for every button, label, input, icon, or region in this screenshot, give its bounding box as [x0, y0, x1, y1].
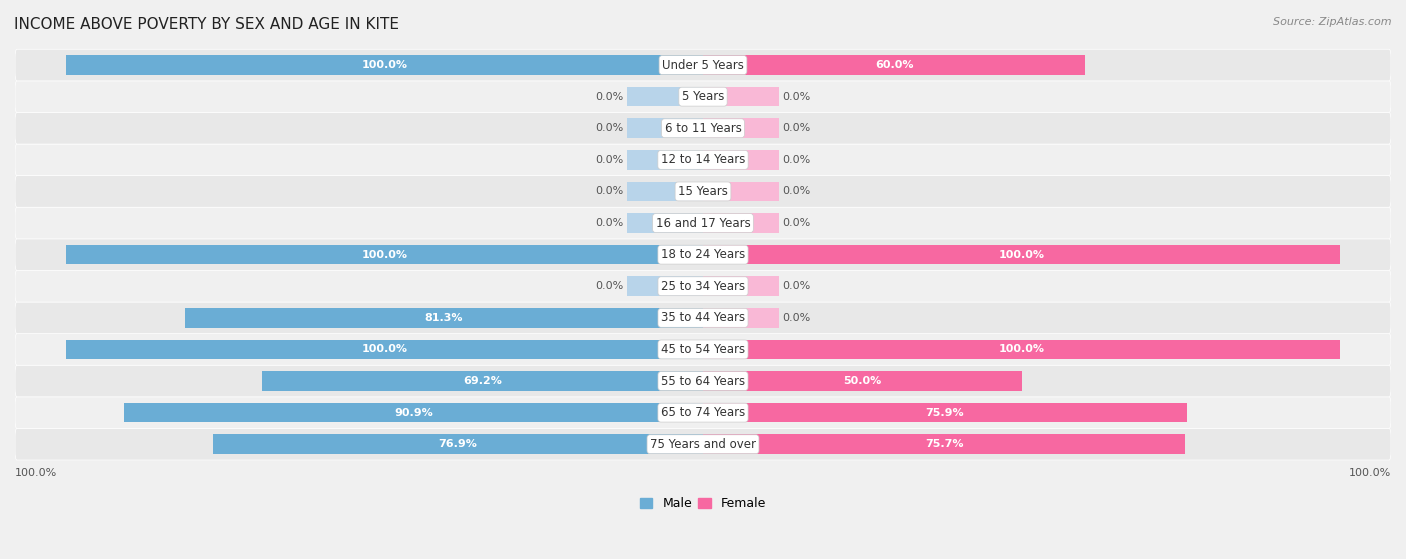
Text: 75.9%: 75.9%	[925, 408, 965, 418]
FancyBboxPatch shape	[15, 365, 1391, 397]
Text: 0.0%: 0.0%	[595, 155, 623, 165]
FancyBboxPatch shape	[15, 271, 1391, 302]
Text: 0.0%: 0.0%	[595, 124, 623, 133]
Bar	[66, 55, 703, 75]
Text: 0.0%: 0.0%	[783, 92, 811, 102]
Bar	[627, 182, 703, 201]
Text: INCOME ABOVE POVERTY BY SEX AND AGE IN KITE: INCOME ABOVE POVERTY BY SEX AND AGE IN K…	[14, 17, 399, 32]
Bar	[703, 87, 779, 106]
Bar	[703, 340, 1340, 359]
Bar	[627, 277, 703, 296]
FancyBboxPatch shape	[15, 81, 1391, 112]
Text: 0.0%: 0.0%	[783, 124, 811, 133]
Text: 65 to 74 Years: 65 to 74 Years	[661, 406, 745, 419]
Bar	[703, 403, 1187, 423]
Text: 0.0%: 0.0%	[783, 155, 811, 165]
Legend: Male, Female: Male, Female	[636, 492, 770, 515]
Text: 18 to 24 Years: 18 to 24 Years	[661, 248, 745, 261]
Bar	[703, 55, 1085, 75]
Text: 100.0%: 100.0%	[998, 250, 1045, 259]
Bar	[66, 245, 703, 264]
Bar	[703, 371, 1022, 391]
Bar	[627, 150, 703, 169]
Bar	[627, 119, 703, 138]
Bar	[262, 371, 703, 391]
Text: 100.0%: 100.0%	[998, 344, 1045, 354]
Text: 12 to 14 Years: 12 to 14 Years	[661, 153, 745, 167]
Bar	[627, 87, 703, 106]
Text: 69.2%: 69.2%	[463, 376, 502, 386]
FancyBboxPatch shape	[15, 428, 1391, 460]
Text: 16 and 17 Years: 16 and 17 Years	[655, 216, 751, 230]
Text: 0.0%: 0.0%	[783, 313, 811, 323]
Text: 0.0%: 0.0%	[595, 218, 623, 228]
Bar	[703, 182, 779, 201]
Text: 0.0%: 0.0%	[595, 281, 623, 291]
Text: 76.9%: 76.9%	[439, 439, 478, 449]
FancyBboxPatch shape	[15, 112, 1391, 144]
Bar	[703, 213, 779, 233]
Bar	[186, 308, 703, 328]
FancyBboxPatch shape	[15, 334, 1391, 365]
Text: 15 Years: 15 Years	[678, 185, 728, 198]
Text: 45 to 54 Years: 45 to 54 Years	[661, 343, 745, 356]
Text: 81.3%: 81.3%	[425, 313, 464, 323]
Text: 0.0%: 0.0%	[783, 187, 811, 196]
FancyBboxPatch shape	[15, 207, 1391, 239]
Text: 55 to 64 Years: 55 to 64 Years	[661, 375, 745, 387]
FancyBboxPatch shape	[15, 144, 1391, 176]
Bar	[703, 245, 1340, 264]
Bar	[627, 213, 703, 233]
Bar	[66, 340, 703, 359]
FancyBboxPatch shape	[15, 176, 1391, 207]
Bar	[703, 277, 779, 296]
Bar	[214, 434, 703, 454]
FancyBboxPatch shape	[15, 239, 1391, 271]
Text: 35 to 44 Years: 35 to 44 Years	[661, 311, 745, 324]
Text: 100.0%: 100.0%	[361, 250, 408, 259]
FancyBboxPatch shape	[15, 302, 1391, 334]
Text: 0.0%: 0.0%	[595, 187, 623, 196]
Text: 100.0%: 100.0%	[15, 468, 58, 478]
Text: 100.0%: 100.0%	[361, 344, 408, 354]
Text: 100.0%: 100.0%	[1348, 468, 1391, 478]
FancyBboxPatch shape	[15, 397, 1391, 428]
Bar	[703, 434, 1185, 454]
Text: 75.7%: 75.7%	[925, 439, 963, 449]
Text: 0.0%: 0.0%	[783, 281, 811, 291]
Text: 0.0%: 0.0%	[595, 92, 623, 102]
Bar	[703, 119, 779, 138]
Text: Source: ZipAtlas.com: Source: ZipAtlas.com	[1274, 17, 1392, 27]
FancyBboxPatch shape	[15, 49, 1391, 81]
Bar	[703, 150, 779, 169]
Text: 100.0%: 100.0%	[361, 60, 408, 70]
Text: 6 to 11 Years: 6 to 11 Years	[665, 122, 741, 135]
Text: 50.0%: 50.0%	[844, 376, 882, 386]
Text: 25 to 34 Years: 25 to 34 Years	[661, 280, 745, 293]
Text: 90.9%: 90.9%	[394, 408, 433, 418]
Bar	[703, 308, 779, 328]
Text: Under 5 Years: Under 5 Years	[662, 59, 744, 72]
Text: 60.0%: 60.0%	[875, 60, 914, 70]
Text: 0.0%: 0.0%	[783, 218, 811, 228]
Text: 75 Years and over: 75 Years and over	[650, 438, 756, 451]
Bar	[124, 403, 703, 423]
Text: 5 Years: 5 Years	[682, 90, 724, 103]
